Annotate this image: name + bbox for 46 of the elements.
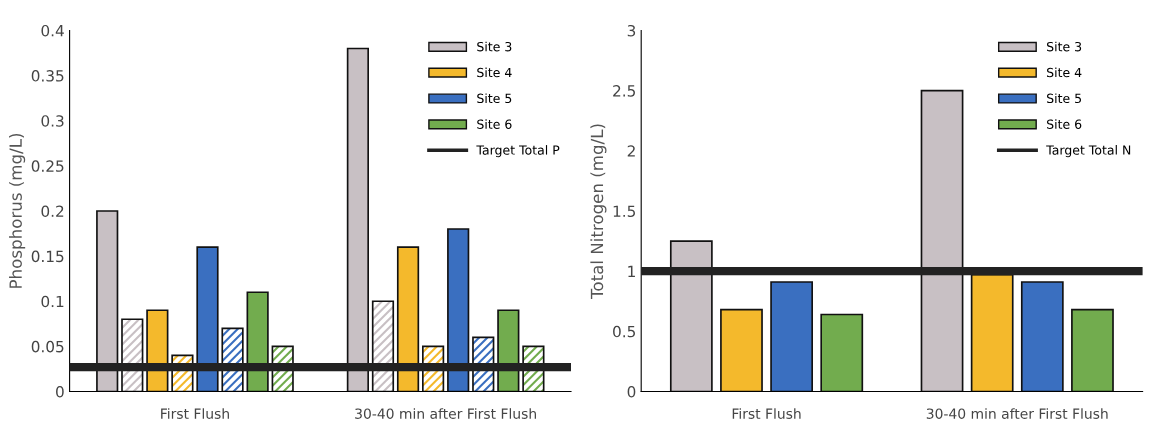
legend-label: Site 4 (1047, 67, 1082, 78)
bar (196, 246, 219, 392)
y-tick-label: 0.15 (31, 250, 64, 263)
bar (96, 210, 119, 392)
x-tick-label: 30-40 min after First Flush (355, 408, 536, 419)
legend-label: Site 3 (477, 41, 512, 52)
y-tick-label: 0.05 (31, 340, 64, 353)
y-tick-label: 2 (627, 145, 635, 157)
y-tick-label: 0 (56, 385, 64, 398)
bar (1071, 308, 1114, 392)
y-tick-label: 0.4 (41, 24, 64, 37)
y-tick-label: 1.5 (613, 205, 635, 217)
x-tick-label: First Flush (161, 408, 229, 419)
bar (970, 273, 1014, 392)
legend-label: Target Total N (1046, 145, 1131, 158)
bar (720, 308, 763, 392)
y-tick-label: 1 (628, 265, 635, 277)
legend-label: Target Total P (476, 145, 560, 158)
legend-label: Site 6 (1047, 119, 1082, 129)
y-tick-label: 0 (627, 385, 636, 398)
y-tick-label: 0.25 (31, 160, 64, 172)
bar (770, 281, 814, 392)
y-tick-label: 0.2 (41, 205, 64, 217)
bar (396, 246, 420, 392)
x-tick-label: First Flush (732, 408, 801, 419)
bar (820, 313, 864, 392)
bar (346, 47, 370, 392)
y-tick-label: 0.5 (613, 325, 635, 338)
bar (669, 240, 713, 392)
y-tick-label: 0.35 (31, 70, 64, 82)
y-tick-label: 3 (627, 24, 636, 37)
legend-label: Site 6 (477, 119, 512, 129)
y-axis-title: Phosphorus (mg/L) (9, 133, 26, 288)
bar (920, 89, 964, 392)
y-tick-label: 0.1 (41, 295, 64, 308)
bar (1020, 281, 1064, 392)
legend-label: Site 3 (1047, 41, 1082, 52)
legend-label: Site 5 (1047, 93, 1082, 104)
y-tick-label: 2.5 (613, 85, 635, 97)
x-tick-label: 30-40 min after First Flush (926, 408, 1108, 419)
legend-label: Site 4 (477, 67, 512, 78)
legend-label: Site 5 (477, 93, 512, 104)
bar (246, 291, 269, 392)
bar (447, 228, 470, 392)
y-axis-title: Total Nitrogen (mg/L) (590, 124, 607, 299)
y-tick-label: 0.3 (41, 115, 64, 127)
